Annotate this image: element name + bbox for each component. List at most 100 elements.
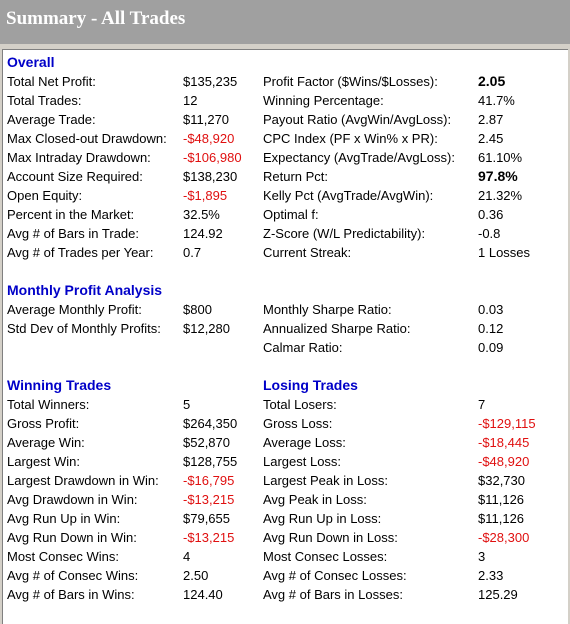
stat-label: Total Net Profit: <box>7 74 96 89</box>
stat-value: 0.09 <box>478 340 504 355</box>
stat-label: Largest Peak in Loss: <box>263 473 389 488</box>
overall-right-stat-row: Kelly Pct (AvgTrade/AvgWin): 21.32% <box>263 187 563 206</box>
losing-stat-row: Avg # of Bars in Losses: 125.29 <box>263 586 563 605</box>
stat-value: -$1,895 <box>183 188 228 203</box>
section-heading-monthly: Monthly Profit Analysis <box>7 282 257 301</box>
losing-stat-row: Avg Run Down in Loss: -$28,300 <box>263 529 563 548</box>
stat-value: 0.12 <box>478 321 504 336</box>
winning-stat-row: Average Win: $52,870 <box>7 434 257 453</box>
overall-right-stat-row: Z-Score (W/L Predictability): -0.8 <box>263 225 563 244</box>
stat-label: Avg Peak in Loss: <box>263 492 367 507</box>
stat-label: Winning Percentage: <box>263 93 384 108</box>
overall-heading: Overall <box>7 54 55 70</box>
stat-value: -0.8 <box>478 226 501 241</box>
stat-value: $12,280 <box>183 321 230 336</box>
stat-label: Largest Win: <box>7 454 80 469</box>
overall-right-stat-row: Return Pct: 97.8% <box>263 168 563 187</box>
stat-value: 61.10% <box>478 150 523 165</box>
overall-left-stat-row: Avg # of Trades per Year: 0.7 <box>7 244 257 263</box>
monthly-left-stat-row: Average Monthly Profit: $800 <box>7 301 257 320</box>
winning-stat-row: Largest Win: $128,755 <box>7 453 257 472</box>
overall-left-stat-row: Open Equity: -$1,895 <box>7 187 257 206</box>
winning-stat-row: Avg Drawdown in Win: -$13,215 <box>7 491 257 510</box>
stat-label: Percent in the Market: <box>7 207 135 222</box>
stat-label: Avg # of Trades per Year: <box>7 245 154 260</box>
winning-stat-row: Gross Profit: $264,350 <box>7 415 257 434</box>
monthly-right-stat-row: Calmar Ratio: 0.09 <box>263 339 563 358</box>
stat-value: $264,350 <box>183 416 238 431</box>
stat-value: $79,655 <box>183 511 230 526</box>
losing-stat-row: Most Consec Losses: 3 <box>263 548 563 567</box>
stat-value: 0.36 <box>478 207 504 222</box>
stat-label: Monthly Sharpe Ratio: <box>263 302 392 317</box>
stat-label: Avg Run Down in Win: <box>7 530 137 545</box>
stat-value: 12 <box>183 93 198 108</box>
stat-value: -$129,115 <box>478 416 536 431</box>
stat-value: 97.8% <box>478 168 518 184</box>
overall-left-stat-row: Account Size Required: $138,230 <box>7 168 257 187</box>
stat-value: -$106,980 <box>183 150 242 165</box>
stat-label: Avg Drawdown in Win: <box>7 492 138 507</box>
stat-label: Z-Score (W/L Predictability): <box>263 226 426 241</box>
stat-value: $11,270 <box>183 112 230 127</box>
stat-value: -$28,300 <box>478 530 530 545</box>
overall-left-stat-row: Average Trade: $11,270 <box>7 111 257 130</box>
stat-label: Max Closed-out Drawdown: <box>7 131 167 146</box>
losing-trades-column: Losing Trades Total Losers: 7 Gross Loss: -… <box>263 377 563 605</box>
losing-stat-row: Largest Peak in Loss: $32,730 <box>263 472 563 491</box>
losing-stat-row: Avg Peak in Loss: $11,126 <box>263 491 563 510</box>
stat-label: Avg # of Bars in Losses: <box>263 587 403 602</box>
stat-value: 124.92 <box>183 226 223 241</box>
summary-panel: Overall Total Net Profit: $135,235 Total T… <box>2 49 568 624</box>
monthly-left-column: Monthly Profit Analysis Average Monthly … <box>7 282 257 339</box>
stat-label: Total Winners: <box>7 397 90 412</box>
monthly-right-stat-row: Monthly Sharpe Ratio: 0.03 <box>263 301 563 320</box>
stat-value: $135,235 <box>183 74 238 89</box>
winning-trades-column: Winning Trades Total Winners: 5 Gross Prof… <box>7 377 257 605</box>
section-heading-winning: Winning Trades <box>7 377 257 396</box>
winning-stat-row: Avg # of Bars in Wins: 124.40 <box>7 586 257 605</box>
stat-value: 0.7 <box>183 245 202 260</box>
stat-label: CPC Index (PF x Win% x PR): <box>263 131 438 146</box>
stat-value: $138,230 <box>183 169 238 184</box>
overall-left-stat-row: Total Net Profit: $135,235 <box>7 73 257 92</box>
stat-value: 2.05 <box>478 73 506 89</box>
stat-label: Avg Run Up in Loss: <box>263 511 382 526</box>
losing-stat-row: Gross Loss: -$129,115 <box>263 415 563 434</box>
stat-value: 2.45 <box>478 131 504 146</box>
stat-value: 7 <box>478 397 486 412</box>
monthly-left-stat-row: Std Dev of Monthly Profits: $12,280 <box>7 320 257 339</box>
stat-label: Annualized Sharpe Ratio: <box>263 321 411 336</box>
stat-value: 3 <box>478 549 486 564</box>
stat-value: $11,126 <box>478 511 525 526</box>
stat-value: 2.50 <box>183 568 209 583</box>
overall-right-stat-row: Current Streak: 1 Losses <box>263 244 563 263</box>
stat-value: $11,126 <box>478 492 525 507</box>
stat-label: Max Intraday Drawdown: <box>7 150 151 165</box>
stat-label: Avg # of Consec Losses: <box>263 568 407 583</box>
stat-label: Std Dev of Monthly Profits: <box>7 321 161 336</box>
monthly-right-column: Monthly Sharpe Ratio: 0.03 Annualized Shar… <box>263 301 563 358</box>
stat-label: Calmar Ratio: <box>263 340 343 355</box>
winning-heading: Winning Trades <box>7 377 112 393</box>
overall-right-stat-row: Profit Factor ($Wins/$Losses): 2.05 <box>263 73 563 92</box>
stat-label: Most Consec Wins: <box>7 549 119 564</box>
stat-value: 1 Losses <box>478 245 531 260</box>
stat-value: -$16,795 <box>183 473 235 488</box>
stat-label: Largest Loss: <box>263 454 342 469</box>
section-heading-losing: Losing Trades <box>263 377 563 396</box>
losing-stat-row: Average Loss: -$18,445 <box>263 434 563 453</box>
stat-label: Return Pct: <box>263 169 329 184</box>
stat-label: Avg # of Bars in Wins: <box>7 587 135 602</box>
stat-value: -$48,920 <box>183 131 235 146</box>
stat-value: 5 <box>183 397 191 412</box>
winning-stat-row: Total Winners: 5 <box>7 396 257 415</box>
stat-value: -$13,215 <box>183 492 235 507</box>
overall-left-stat-row: Percent in the Market: 32.5% <box>7 206 257 225</box>
section-heading-overall: Overall <box>7 54 257 73</box>
stat-label: Avg # of Consec Wins: <box>7 568 139 583</box>
stat-label: Largest Drawdown in Win: <box>7 473 159 488</box>
stat-value: 125.29 <box>478 587 518 602</box>
winning-stat-row: Largest Drawdown in Win: -$16,795 <box>7 472 257 491</box>
stat-value: -$48,920 <box>478 454 530 469</box>
